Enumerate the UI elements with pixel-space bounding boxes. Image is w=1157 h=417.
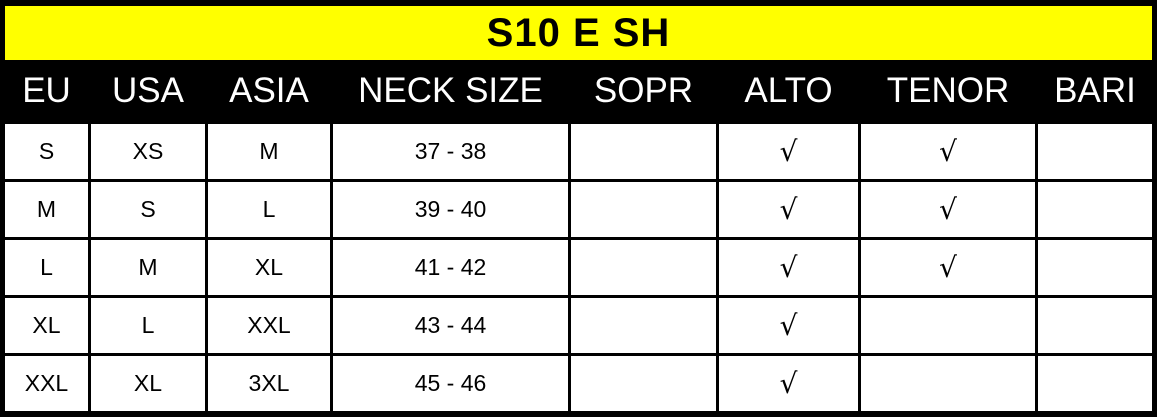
cell-usa: M	[91, 237, 205, 295]
column-header-eu: EU	[22, 70, 71, 110]
column-header-sopr: SOPR	[593, 70, 694, 110]
cell-neck-size: 45 - 46	[333, 353, 568, 411]
check-icon-cell-sopr	[571, 295, 716, 353]
table-row: XXL XL 3XL 45 - 46 √	[5, 353, 1152, 411]
column-header-usa: USA	[112, 70, 184, 110]
check-icon-cell-tenor	[861, 295, 1035, 353]
cell-neck-size: 39 - 40	[333, 179, 568, 237]
cell-asia: XXL	[208, 295, 330, 353]
check-icon-cell-sopr	[571, 121, 716, 179]
cell-asia: L	[208, 179, 330, 237]
cell-eu: L	[5, 237, 88, 295]
check-icon-cell-bari	[1038, 121, 1152, 179]
check-icon-cell-sopr	[571, 353, 716, 411]
table-row: XL L XXL 43 - 44 √	[5, 295, 1152, 353]
size-chart: S10 E SH EU USA ASIA NECK SIZE SOPR ALTO…	[5, 6, 1152, 411]
check-icon-cell-sopr	[571, 179, 716, 237]
check-icon-cell-tenor: √	[861, 121, 1035, 179]
cell-neck-size: 41 - 42	[333, 237, 568, 295]
cell-asia: XL	[208, 237, 330, 295]
table-row: M S L 39 - 40 √ √	[5, 179, 1152, 237]
cell-usa: XL	[91, 353, 205, 411]
table-row: L M XL 41 - 42 √ √	[5, 237, 1152, 295]
header-row: EU USA ASIA NECK SIZE SOPR ALTO TENOR BA…	[5, 60, 1152, 121]
cell-eu: XXL	[5, 353, 88, 411]
cell-neck-size: 37 - 38	[333, 121, 568, 179]
table-row: S XS M 37 - 38 √ √	[5, 121, 1152, 179]
cell-neck-size: 43 - 44	[333, 295, 568, 353]
check-icon-cell-bari	[1038, 237, 1152, 295]
check-icon-cell-alto: √	[719, 353, 858, 411]
cell-eu: XL	[5, 295, 88, 353]
cell-asia: 3XL	[208, 353, 330, 411]
check-icon-cell-alto: √	[719, 295, 858, 353]
column-header-asia: ASIA	[229, 70, 309, 110]
check-icon-cell-alto: √	[719, 121, 858, 179]
column-header-alto: ALTO	[744, 70, 833, 110]
check-icon-cell-alto: √	[719, 237, 858, 295]
size-table: EU USA ASIA NECK SIZE SOPR ALTO TENOR BA…	[2, 60, 1155, 411]
column-header-tenor: TENOR	[886, 70, 1010, 110]
check-icon-cell-bari	[1038, 353, 1152, 411]
cell-eu: S	[5, 121, 88, 179]
column-header-neck-size: NECK SIZE	[358, 70, 543, 110]
cell-usa: L	[91, 295, 205, 353]
check-icon-cell-tenor	[861, 353, 1035, 411]
chart-title: S10 E SH	[5, 6, 1152, 60]
check-icon-cell-alto: √	[719, 179, 858, 237]
check-icon-cell-tenor: √	[861, 179, 1035, 237]
cell-eu: M	[5, 179, 88, 237]
check-icon-cell-tenor: √	[861, 237, 1035, 295]
check-icon-cell-sopr	[571, 237, 716, 295]
check-icon-cell-bari	[1038, 295, 1152, 353]
cell-usa: XS	[91, 121, 205, 179]
check-icon-cell-bari	[1038, 179, 1152, 237]
cell-asia: M	[208, 121, 330, 179]
cell-usa: S	[91, 179, 205, 237]
column-header-bari: BARI	[1054, 70, 1136, 110]
